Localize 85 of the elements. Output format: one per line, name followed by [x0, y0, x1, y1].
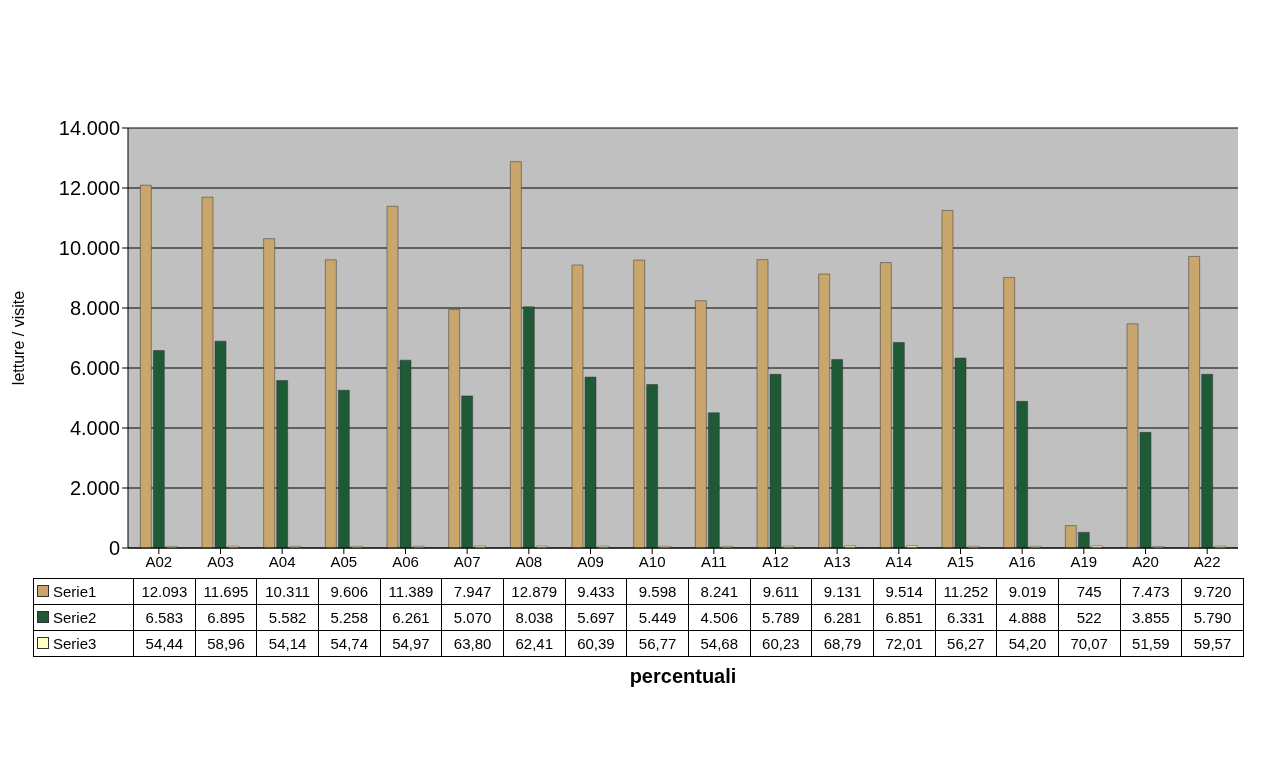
data-label: 54,74: [318, 630, 381, 657]
data-label: 12.093: [133, 578, 196, 605]
x-tick-label: A02: [145, 552, 173, 570]
data-label: 70,07: [1058, 630, 1120, 657]
y-tick-label: 12.000: [58, 177, 120, 200]
data-label: 60,39: [565, 630, 627, 657]
data-label: 8.038: [503, 604, 566, 631]
legend-label: Serie1: [33, 578, 134, 605]
data-label: 9.606: [318, 578, 381, 605]
x-tick-label: A10: [638, 552, 666, 570]
data-label: 63,80: [441, 630, 504, 657]
data-label: 56,27: [935, 630, 997, 657]
data-label: 10.311: [256, 578, 319, 605]
x-tick-label: A15: [947, 552, 974, 570]
data-label: 60,23: [750, 630, 812, 657]
x-tick-label: A08: [515, 552, 543, 570]
y-tick-label: 2.000: [69, 477, 120, 500]
y-axis-title: letture / visite: [9, 290, 27, 386]
data-label: 6.261: [380, 604, 442, 631]
data-label: 6.583: [133, 604, 196, 631]
data-label: 5.070: [441, 604, 504, 631]
data-label: 54,20: [996, 630, 1059, 657]
data-label: 3.855: [1120, 604, 1182, 631]
y-tick-label: 0: [108, 537, 120, 560]
data-label: 7.473: [1120, 578, 1182, 605]
data-label: 11.695: [195, 578, 257, 605]
data-label: 72,01: [873, 630, 936, 657]
x-tick-label: A22: [1193, 552, 1221, 570]
data-label: 56,77: [626, 630, 689, 657]
data-label: 5.697: [565, 604, 627, 631]
data-label: 9.514: [873, 578, 936, 605]
data-label: 9.131: [811, 578, 874, 605]
data-label: 62,41: [503, 630, 566, 657]
data-label: 6.851: [873, 604, 936, 631]
y-tick-label: 8.000: [69, 297, 120, 320]
data-label: 11.389: [380, 578, 442, 605]
data-label: 522: [1058, 604, 1120, 631]
data-label: 6.281: [811, 604, 874, 631]
x-tick-label: A14: [885, 552, 913, 570]
x-tick-label: A16: [1008, 552, 1036, 570]
x-tick-label: A11: [701, 552, 727, 570]
x-tick-label: A06: [392, 552, 419, 570]
data-label: 59,57: [1181, 630, 1244, 657]
data-label: 54,14: [256, 630, 319, 657]
x-tick-label: A09: [577, 552, 604, 570]
data-label: 7.947: [441, 578, 504, 605]
data-label: 5.790: [1181, 604, 1244, 631]
data-label: 9.433: [565, 578, 627, 605]
data-label: 5.789: [750, 604, 812, 631]
data-label: 68,79: [811, 630, 874, 657]
x-tick-label: A20: [1132, 552, 1159, 570]
legend-label: Serie2: [33, 604, 134, 631]
data-label: 4.506: [688, 604, 751, 631]
x-tick-label: A19: [1070, 552, 1098, 570]
data-label: 9.611: [750, 578, 812, 605]
data-label: 58,96: [195, 630, 257, 657]
y-tick-label: 6.000: [69, 357, 120, 380]
x-tick-label: A05: [330, 552, 358, 570]
data-label: 54,97: [380, 630, 442, 657]
data-label: 9.598: [626, 578, 689, 605]
x-tick-label: A04: [268, 552, 296, 570]
data-label: 5.258: [318, 604, 381, 631]
data-label: 5.449: [626, 604, 689, 631]
data-label: 54,68: [688, 630, 751, 657]
y-tick-label: 4.000: [69, 417, 120, 440]
data-label: 11.252: [935, 578, 997, 605]
x-tick-label: A03: [207, 552, 234, 570]
x-tick-label: A12: [762, 552, 789, 570]
data-label: 54,44: [133, 630, 196, 657]
data-label: 5.582: [256, 604, 319, 631]
data-label: 8.241: [688, 578, 751, 605]
data-label: 12.879: [503, 578, 566, 605]
y-tick-label: 10.000: [58, 237, 120, 260]
data-label: 51,59: [1120, 630, 1182, 657]
data-label: 6.331: [935, 604, 997, 631]
x-axis-title: percentuali: [628, 665, 738, 688]
data-label: 9.019: [996, 578, 1059, 605]
data-label: 9.720: [1181, 578, 1244, 605]
data-label: 4.888: [996, 604, 1059, 631]
y-tick-label: 14.000: [58, 117, 120, 140]
data-label: 745: [1058, 578, 1120, 605]
x-tick-label: A07: [453, 552, 481, 570]
data-label: 6.895: [195, 604, 257, 631]
legend-label: Serie3: [33, 630, 134, 657]
x-tick-label: A13: [823, 552, 851, 570]
